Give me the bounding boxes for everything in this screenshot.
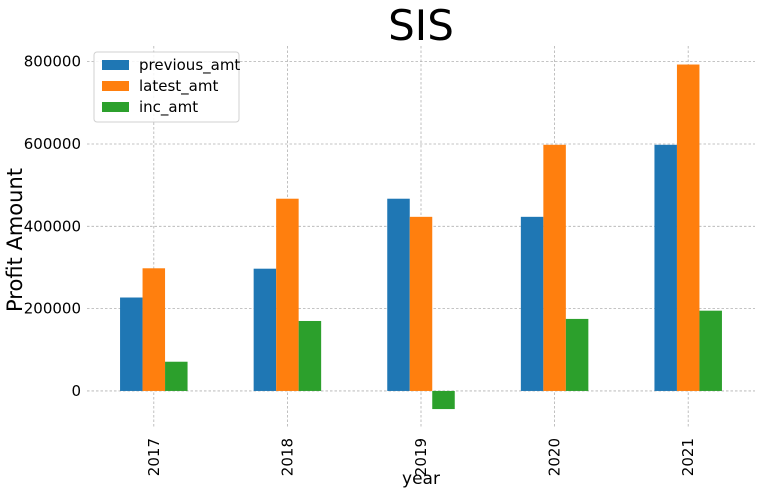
chart-title: SIS [388, 1, 454, 50]
bar-latest_amt [409, 216, 433, 391]
tick-labels: 0 200000 400000 600000 800000 2017 2018 2019 202… [24, 53, 697, 477]
bar-latest_amt [543, 144, 566, 391]
legend-label: latest_amt [139, 77, 218, 96]
y-tick-label: 600000 [24, 135, 81, 153]
bar-previous_amt [654, 144, 677, 391]
legend-label: previous_amt [139, 56, 240, 75]
bar-inc_amt [565, 318, 589, 391]
bar-inc_amt [298, 320, 322, 391]
bar-inc_amt [699, 310, 722, 391]
legend-box [93, 51, 240, 123]
y-axis-label: Profit Amount [3, 168, 27, 312]
bar-inc_amt [165, 361, 188, 391]
legend-label: inc_amt [139, 98, 198, 117]
bar-latest_amt [276, 198, 299, 391]
bar-previous_amt [120, 297, 143, 391]
bar-previous_amt [520, 216, 544, 391]
x-tick-label: 2020 [546, 438, 564, 476]
bar-latest_amt [676, 64, 700, 391]
x-axis-label: year [402, 469, 440, 489]
y-tick-label: 400000 [24, 217, 81, 235]
legend-swatch [102, 81, 129, 91]
legend: previous_amt latest_amt inc_amt [93, 51, 240, 123]
bar-latest_amt [142, 268, 166, 391]
y-tick-label: 800000 [24, 53, 81, 71]
x-tick-label: 2021 [679, 438, 697, 476]
y-tick-label: 0 [71, 382, 81, 400]
x-tick-label: 2017 [145, 438, 163, 476]
legend-swatch [102, 102, 129, 112]
x-tick-label: 2018 [278, 438, 296, 476]
bar-previous_amt [253, 268, 277, 391]
y-tick-label: 200000 [24, 300, 81, 318]
x-tick-label: 2019 [412, 438, 430, 476]
legend-swatch [102, 60, 129, 70]
bar-inc_amt [432, 390, 455, 410]
bars [120, 64, 722, 410]
bar-previous_amt [387, 198, 410, 391]
